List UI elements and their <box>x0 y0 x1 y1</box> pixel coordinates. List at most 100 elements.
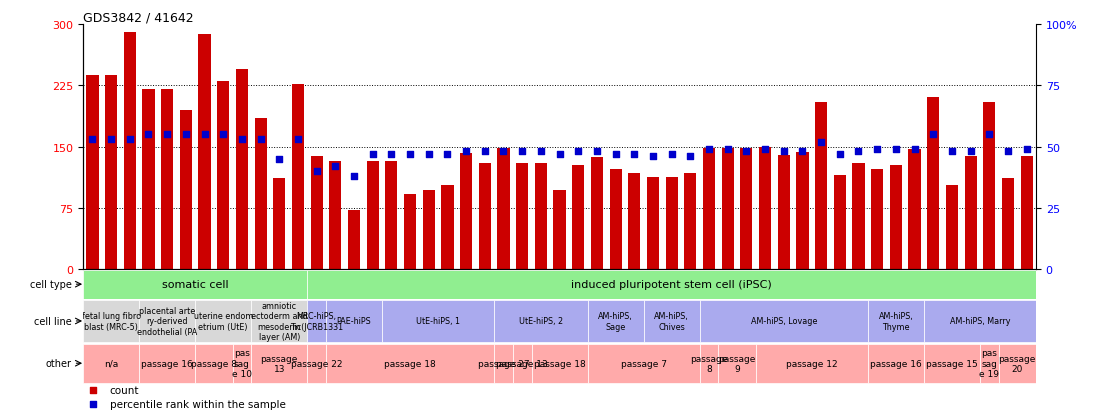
Point <box>681 154 699 160</box>
Bar <box>998 344 1036 383</box>
Text: MRC-hiPS,
Tic(JCRB1331: MRC-hiPS, Tic(JCRB1331 <box>290 311 343 331</box>
Bar <box>179 110 192 270</box>
Point <box>177 132 195 138</box>
Point <box>140 132 157 138</box>
Point <box>83 137 101 143</box>
Text: passage
9: passage 9 <box>718 354 756 373</box>
Text: passage 16: passage 16 <box>870 359 922 368</box>
Point <box>551 151 568 158</box>
Text: count: count <box>110 386 140 396</box>
Bar <box>497 149 510 270</box>
Bar <box>778 155 790 270</box>
Text: AM-hiPS,
Chives: AM-hiPS, Chives <box>654 311 689 331</box>
Bar <box>924 344 979 383</box>
Text: AM-hiPS, Marry: AM-hiPS, Marry <box>950 317 1010 326</box>
Point <box>84 387 102 394</box>
Text: GDS3842 / 41642: GDS3842 / 41642 <box>83 12 194 25</box>
Point <box>513 149 531 155</box>
Bar <box>535 164 547 270</box>
Bar <box>307 270 1036 299</box>
Bar <box>198 35 211 270</box>
Text: passage
8: passage 8 <box>690 354 728 373</box>
Text: PAE-hiPS: PAE-hiPS <box>337 317 371 326</box>
Text: amniotic
ectoderm and
mesoderm
layer (AM): amniotic ectoderm and mesoderm layer (AM… <box>252 301 308 341</box>
Point <box>84 401 102 408</box>
Bar <box>587 300 644 342</box>
Bar <box>1020 157 1033 270</box>
Bar <box>217 82 229 270</box>
Bar <box>759 147 771 270</box>
Text: AM-hiPS,
Thyme: AM-hiPS, Thyme <box>879 311 913 331</box>
Text: passage 15: passage 15 <box>926 359 977 368</box>
Bar <box>909 150 921 270</box>
Text: cell type: cell type <box>30 280 72 290</box>
Bar <box>86 76 99 270</box>
Bar <box>382 300 494 342</box>
Bar <box>740 149 752 270</box>
Point <box>458 149 475 155</box>
Bar <box>255 119 267 270</box>
Bar <box>348 211 360 270</box>
Text: percentile rank within the sample: percentile rank within the sample <box>110 399 286 409</box>
Point <box>196 132 214 138</box>
Bar <box>143 90 154 270</box>
Text: pas
sag
e 10: pas sag e 10 <box>232 349 252 378</box>
Point <box>289 137 307 143</box>
Point <box>607 151 625 158</box>
Bar <box>124 33 136 270</box>
Bar <box>644 300 699 342</box>
Bar <box>386 162 398 270</box>
Point <box>158 132 176 138</box>
Point <box>625 151 643 158</box>
Bar <box>252 300 307 342</box>
Bar <box>422 190 434 270</box>
Text: passage 18: passage 18 <box>534 359 585 368</box>
Text: passage 18: passage 18 <box>384 359 435 368</box>
Bar <box>756 344 868 383</box>
Text: passage 27: passage 27 <box>478 359 530 368</box>
Point <box>663 151 680 158</box>
Bar <box>326 300 382 342</box>
Bar <box>699 344 718 383</box>
Text: placental arte
ry-derived
endothelial (PA: placental arte ry-derived endothelial (P… <box>137 306 197 336</box>
Bar <box>554 190 565 270</box>
Bar <box>890 166 902 270</box>
Point <box>401 151 419 158</box>
Text: passage 12: passage 12 <box>786 359 838 368</box>
Bar <box>666 177 678 270</box>
Point <box>888 146 905 153</box>
Bar <box>721 149 733 270</box>
Text: UtE-hiPS, 2: UtE-hiPS, 2 <box>519 317 563 326</box>
Text: other: other <box>45 358 72 368</box>
Point <box>869 146 886 153</box>
Bar <box>609 170 622 270</box>
Bar <box>852 164 864 270</box>
Bar <box>195 300 252 342</box>
Point <box>102 137 120 143</box>
Point <box>831 151 849 158</box>
Bar <box>868 344 924 383</box>
Bar <box>513 344 532 383</box>
Text: induced pluripotent stem cell (iPSC): induced pluripotent stem cell (iPSC) <box>572 280 772 290</box>
Bar <box>628 174 640 270</box>
Bar <box>699 300 868 342</box>
Bar <box>105 76 117 270</box>
Point <box>1018 146 1036 153</box>
Bar <box>494 344 513 383</box>
Point <box>382 151 400 158</box>
Bar <box>647 177 659 270</box>
Text: cell line: cell line <box>34 316 72 326</box>
Point <box>121 137 138 143</box>
Text: AM-hiPS,
Sage: AM-hiPS, Sage <box>598 311 633 331</box>
Point <box>327 164 345 170</box>
Point <box>962 149 979 155</box>
Text: pas
sag
e 19: pas sag e 19 <box>979 349 999 378</box>
Point <box>308 169 326 175</box>
Bar <box>983 102 995 270</box>
Bar <box>1002 178 1014 270</box>
Bar <box>871 170 883 270</box>
Point <box>905 146 923 153</box>
Point <box>233 137 250 143</box>
Point <box>924 132 942 138</box>
Bar <box>195 344 233 383</box>
